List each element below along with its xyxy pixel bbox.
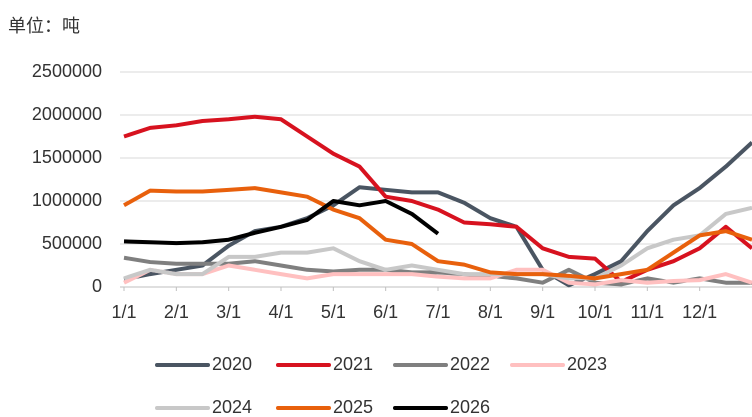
series-line: [123, 141, 752, 288]
legend-label: 2020: [212, 354, 252, 374]
series-line: [123, 263, 752, 287]
x-tick-label: 2/1: [164, 302, 189, 322]
series-line: [123, 199, 440, 246]
y-tick-label: 2000000: [32, 104, 102, 124]
legend-label: 2022: [450, 354, 490, 374]
series-line: [123, 186, 752, 281]
x-tick-label: 11/1: [630, 302, 664, 322]
x-tick-label: 5/1: [321, 302, 346, 322]
x-tick-label: 4/1: [268, 302, 293, 322]
legend-label: 2021: [333, 354, 373, 374]
x-tick-label: 9/1: [530, 302, 555, 322]
x-tick-label: 7/1: [425, 302, 450, 322]
y-tick-label: 1500000: [32, 147, 102, 167]
series-line: [123, 114, 752, 284]
y-tick-label: 0: [92, 276, 102, 296]
chart-title: 单位：吨: [8, 16, 80, 36]
legend-label: 2026: [450, 397, 490, 417]
legend-label: 2023: [567, 354, 607, 374]
series-line: [123, 205, 752, 281]
x-tick-label: 1/1: [111, 302, 136, 322]
legend-label: 2024: [212, 397, 252, 417]
y-tick-label: 500000: [42, 233, 102, 253]
legend-label: 2025: [333, 397, 373, 417]
x-tick-label: 8/1: [478, 302, 503, 322]
x-tick-label: 3/1: [216, 302, 241, 322]
y-tick-label: 1000000: [32, 190, 102, 210]
x-tick-label: 12/1: [682, 302, 717, 322]
x-tick-label: 6/1: [373, 302, 398, 322]
y-tick-label: 2500000: [32, 61, 102, 81]
x-tick-label: 10/1: [577, 302, 612, 322]
